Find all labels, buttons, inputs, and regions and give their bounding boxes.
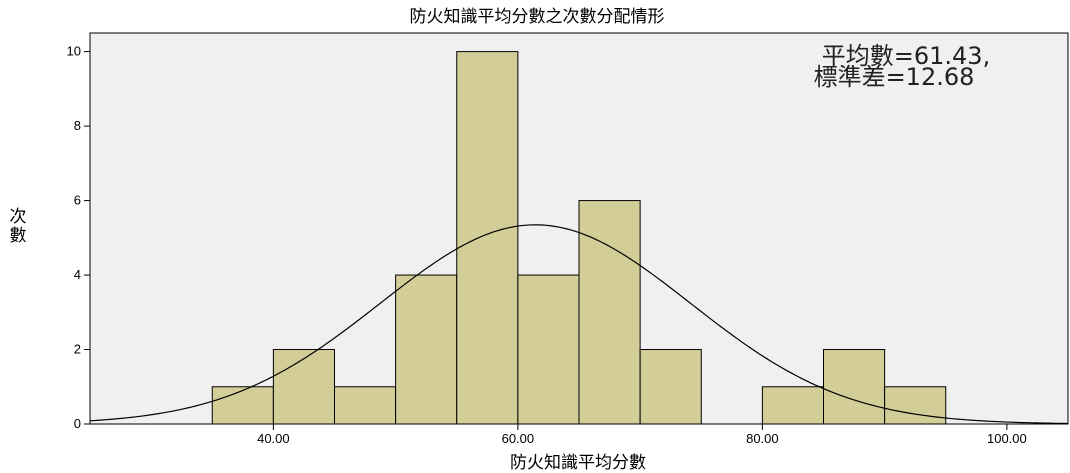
y-tick-label: 2	[74, 342, 81, 357]
y-tick-label: 4	[74, 267, 81, 282]
x-tick-label: 40.00	[257, 431, 290, 446]
histogram-bar-4	[456, 51, 519, 425]
axes-group: 0 2 4 6 8 10 40.00 60.00 80.00 100.00	[67, 44, 1027, 446]
y-axis-label-char-1: 次	[10, 207, 27, 227]
histogram-bar-11	[884, 386, 947, 425]
x-tick-label: 80.00	[746, 431, 779, 446]
histogram-bar-3	[395, 274, 458, 425]
stats-mean: 平均數=61.43,	[822, 42, 990, 70]
x-tick-label: 100.00	[987, 431, 1027, 446]
histogram-bar-0	[211, 386, 274, 425]
x-axis-label: 防火知識平均分數	[510, 453, 646, 473]
histogram-bar-1	[272, 349, 335, 425]
y-axis-label-char-2: 數	[10, 226, 27, 246]
y-tick-label: 10	[67, 44, 81, 59]
y-tick-label: 8	[74, 118, 81, 133]
histogram-bar-9	[761, 386, 824, 425]
histogram-bar-10	[823, 349, 886, 425]
bars-group	[211, 51, 947, 425]
chart-title: 防火知識平均分數之次數分配情形	[410, 7, 665, 27]
histogram-bar-5	[517, 274, 580, 425]
stats-sd: 標準差=12.68	[814, 63, 975, 91]
y-tick-label: 0	[74, 416, 81, 431]
y-tick-label: 6	[74, 193, 81, 208]
histogram-bar-2	[334, 386, 397, 425]
normal-curve	[89, 224, 1069, 425]
x-tick-label: 60.00	[502, 431, 535, 446]
histogram-bar-6	[578, 200, 641, 425]
histogram-bar-7	[639, 349, 702, 425]
